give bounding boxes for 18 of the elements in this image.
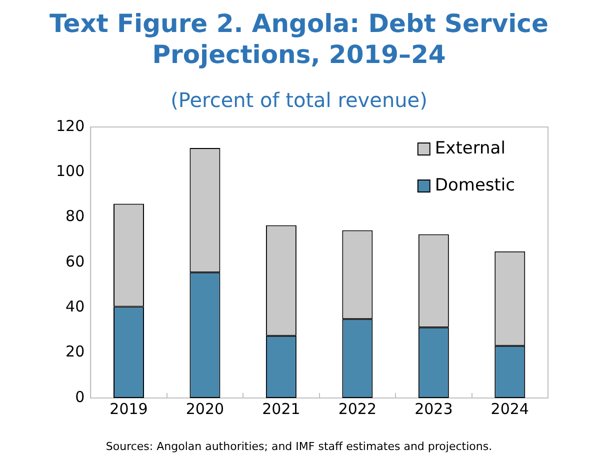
legend-label: External xyxy=(434,138,506,158)
chart-subtitle: (Percent of total revenue) xyxy=(170,88,428,112)
source-note: Sources: Angolan authorities; and IMF staff estimates and projections. xyxy=(104,440,494,453)
y-tick-label: 0 xyxy=(75,388,85,406)
x-tick-label: 2019 xyxy=(110,400,148,418)
y-tick-label: 40 xyxy=(66,298,85,316)
y-tick-label: 20 xyxy=(66,342,85,361)
x-tick-label: 2024 xyxy=(490,400,529,418)
y-tick-label: 80 xyxy=(66,207,85,226)
x-tick-label: 2022 xyxy=(338,400,377,418)
y-tick-label: 60 xyxy=(66,252,85,270)
y-tick-label: 100 xyxy=(56,162,85,180)
chart-title: Text Figure 2. Angola: Debt Service Projections, 2019–24 xyxy=(48,8,550,70)
x-tick-label: 2023 xyxy=(414,400,453,418)
x-tick-label: 2020 xyxy=(186,400,224,418)
y-tick-label: 120 xyxy=(56,116,85,135)
legend-label: Domestic xyxy=(434,175,516,196)
x-tick-label: 2021 xyxy=(262,400,300,418)
